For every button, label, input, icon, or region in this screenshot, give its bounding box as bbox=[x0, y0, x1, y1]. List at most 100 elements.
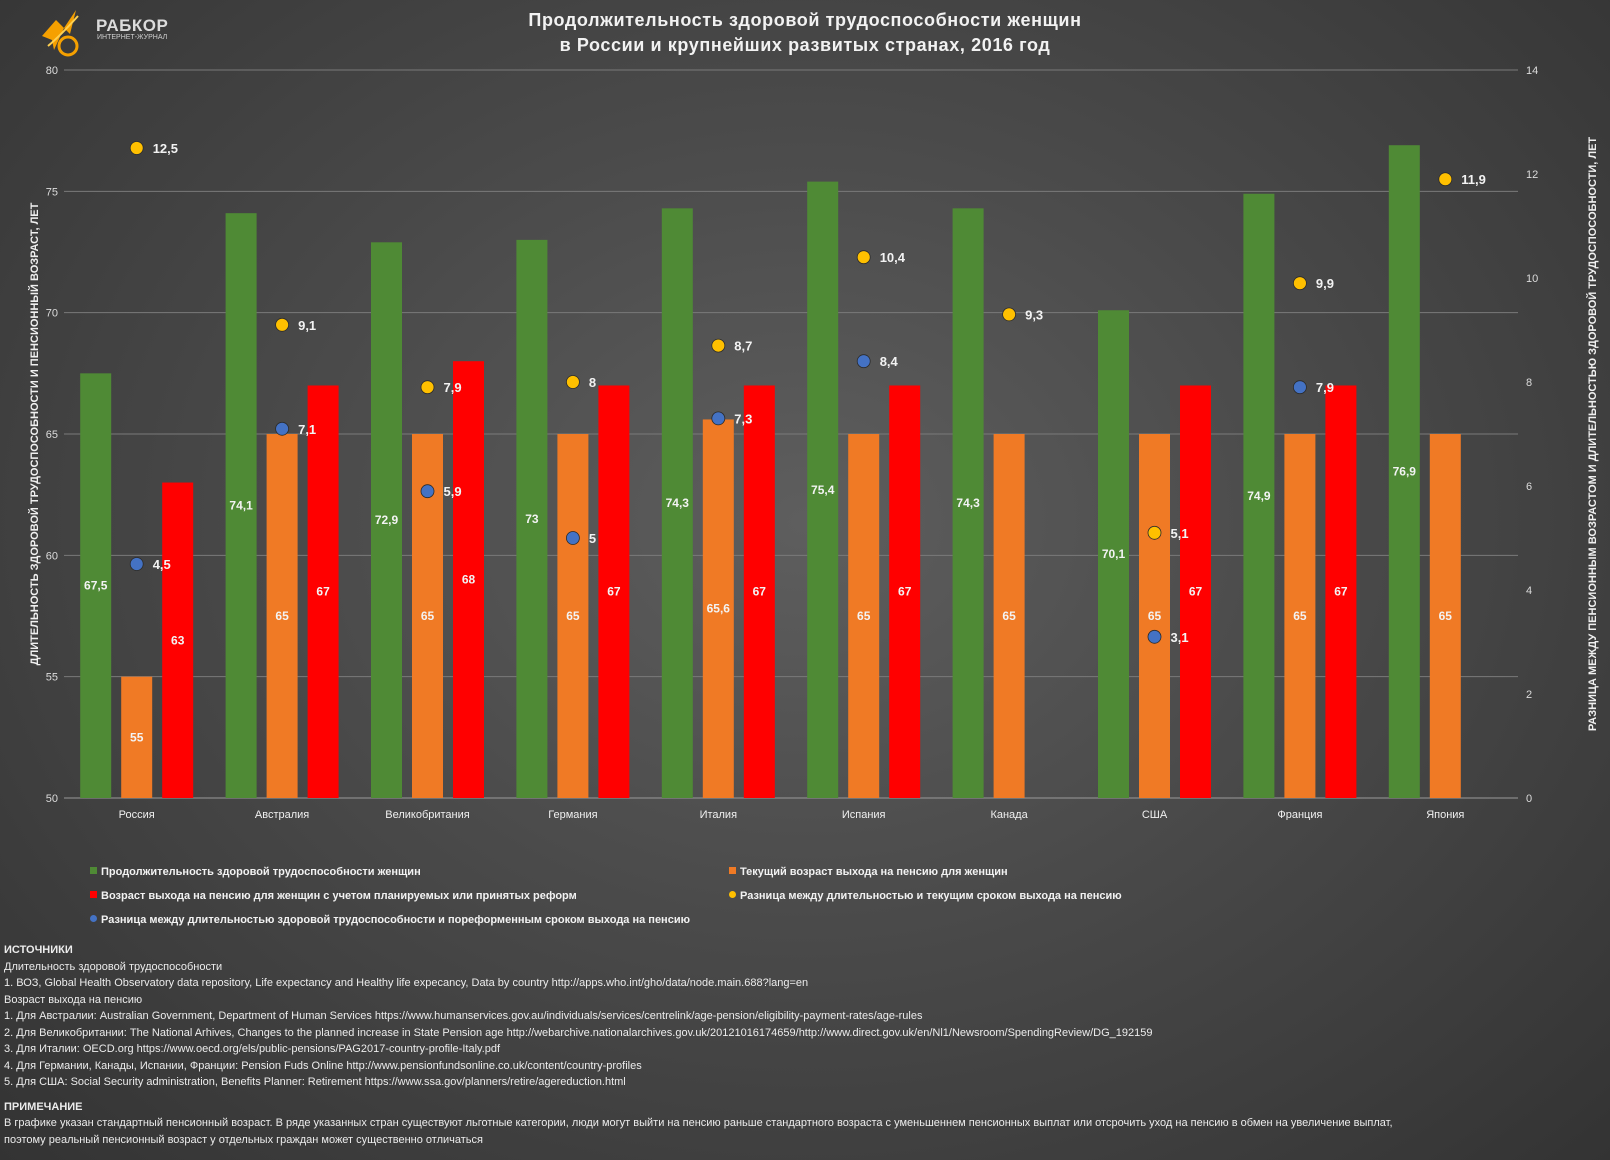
legend-marker-diff-reform bbox=[90, 915, 97, 922]
legend-item-diff-current: Разница между длительностью и текущим ср… bbox=[729, 890, 1122, 902]
bar-current-age-label: 65 bbox=[275, 609, 289, 623]
bar-health bbox=[80, 373, 112, 798]
legend-text-diff-reform: Разница между длительностью здоровой тру… bbox=[101, 914, 690, 926]
x-category-label: Австралия bbox=[255, 809, 309, 820]
dot-diff-current-label: 9,9 bbox=[1316, 276, 1334, 291]
bar-current-age bbox=[993, 434, 1025, 798]
dot-diff-current bbox=[566, 375, 580, 389]
bar-current-age bbox=[1139, 434, 1170, 798]
y-right-axis-label: РАЗНИЦА МЕЖДУ ПЕНСИОННЫМ ВОЗРАСТОМ И ДЛИ… bbox=[1586, 137, 1599, 732]
dot-diff-reform bbox=[1147, 629, 1162, 644]
legend-text-health: Продолжительность здоровой трудоспособно… bbox=[101, 866, 421, 878]
dot-diff-current-label: 9,1 bbox=[298, 318, 316, 333]
bar-health bbox=[516, 239, 548, 798]
dot-diff-current-label: 10,4 bbox=[880, 250, 906, 265]
legend-text-diff-current: Разница между длительностью и текущим ср… bbox=[740, 890, 1122, 902]
dot-diff-reform bbox=[420, 484, 435, 499]
x-category-label: Россия bbox=[119, 809, 155, 820]
sources: ИСТОЧНИКИ Длительность здоровой трудоспо… bbox=[4, 942, 1604, 1148]
y-right-tick-label: 14 bbox=[1526, 65, 1538, 77]
bar-current-age-label: 65 bbox=[1293, 609, 1307, 623]
y-right-tick-label: 12 bbox=[1526, 169, 1538, 181]
dot-diff-current bbox=[275, 317, 290, 332]
dot-diff-current-label: 12,5 bbox=[153, 141, 178, 156]
dot-diff-current-label: 8 bbox=[589, 375, 596, 390]
bar-health bbox=[661, 208, 693, 798]
dot-diff-reform-label: 7,1 bbox=[298, 422, 316, 437]
legend-marker-current-age bbox=[729, 867, 736, 874]
bar-health-label: 74,9 bbox=[1247, 489, 1271, 503]
legend-item-current-age: Текущий возраст выхода на пенсию для жен… bbox=[729, 866, 1008, 878]
dot-diff-reform-label: 3,1 bbox=[1171, 630, 1189, 645]
bar-current-age bbox=[848, 434, 880, 798]
y-right-tick-label: 2 bbox=[1526, 689, 1532, 701]
y-left-tick-label: 65 bbox=[46, 429, 58, 441]
y-left-tick-label: 60 bbox=[46, 550, 58, 562]
bar-current-age bbox=[121, 676, 153, 798]
x-category-label: Испания bbox=[842, 809, 886, 820]
sources-pension-item: 4. Для Германии, Канады, Испании, Франци… bbox=[4, 1059, 642, 1072]
bar-reform-age bbox=[1180, 385, 1211, 798]
x-category-label: США bbox=[1142, 809, 1168, 820]
bar-reform-age-label: 67 bbox=[1334, 585, 1348, 599]
dot-diff-reform-label: 8,4 bbox=[880, 354, 899, 369]
dot-diff-current-label: 9,3 bbox=[1025, 307, 1043, 322]
bar-health bbox=[371, 242, 402, 798]
bar-health-label: 76,9 bbox=[1393, 465, 1417, 479]
bar-current-age-label: 65 bbox=[1002, 609, 1016, 623]
legend-text-current-age: Текущий возраст выхода на пенсию для жен… bbox=[740, 866, 1008, 878]
y-left-tick-label: 70 bbox=[46, 308, 58, 320]
bar-reform-age-label: 67 bbox=[898, 585, 912, 599]
x-category-label: Япония bbox=[1426, 809, 1464, 820]
y-left-tick-label: 75 bbox=[46, 186, 58, 198]
dot-diff-current bbox=[1002, 307, 1016, 322]
x-category-label: Германия bbox=[548, 809, 597, 820]
y-right-tick-label: 10 bbox=[1526, 273, 1538, 285]
dot-diff-reform bbox=[566, 531, 580, 545]
bar-current-age bbox=[557, 434, 589, 798]
sources-heading: ИСТОЧНИКИ bbox=[4, 944, 73, 956]
bar-health-label: 67,5 bbox=[84, 579, 108, 593]
dot-diff-current bbox=[711, 338, 726, 353]
bar-reform-age bbox=[889, 385, 921, 798]
legend-marker-reform-age bbox=[90, 891, 97, 898]
bar-reform-age-label: 67 bbox=[1189, 585, 1203, 599]
bar-current-age bbox=[1429, 434, 1461, 798]
note-line: В графике указан стандартный пенсионный … bbox=[4, 1117, 1393, 1129]
bar-health-label: 74,3 bbox=[956, 496, 980, 510]
dot-diff-reform bbox=[1293, 380, 1307, 395]
y-right-tick-label: 6 bbox=[1526, 481, 1532, 493]
bar-reform-age bbox=[162, 482, 194, 798]
bar-reform-age-label: 67 bbox=[316, 585, 330, 599]
dot-diff-current bbox=[420, 380, 435, 395]
x-category-label: Франция bbox=[1277, 809, 1322, 820]
dot-diff-reform-label: 5,9 bbox=[444, 484, 462, 499]
bar-reform-age-label: 67 bbox=[753, 585, 767, 599]
logo-name: РАБКОР bbox=[96, 16, 169, 35]
y-right-tick-label: 0 bbox=[1526, 793, 1532, 805]
bar-health bbox=[225, 213, 257, 798]
bar-reform-age bbox=[307, 385, 339, 798]
bar-current-age bbox=[266, 434, 298, 798]
sources-pension-item: 1. Для Австралии: Australian Government,… bbox=[4, 1010, 923, 1022]
sources-health-item: 1. ВОЗ, Global Health Observatory data r… bbox=[4, 977, 809, 989]
bar-health-label: 75,4 bbox=[811, 483, 835, 497]
bar-health-label: 73 bbox=[525, 512, 539, 526]
bar-reform-age-label: 67 bbox=[607, 585, 621, 599]
dot-diff-reform-label: 4,5 bbox=[153, 557, 171, 572]
bar-current-age-label: 65 bbox=[1148, 609, 1162, 623]
bar-health-label: 74,1 bbox=[229, 499, 253, 513]
note-line: поэтому реальный пенсионный возраст у от… bbox=[4, 1133, 483, 1146]
dot-diff-current bbox=[1293, 276, 1307, 291]
dot-diff-reform bbox=[129, 557, 144, 571]
legend-item-diff-reform: Разница между длительностью здоровой тру… bbox=[90, 914, 690, 926]
bar-health bbox=[1388, 145, 1420, 798]
y-left-tick-label: 50 bbox=[46, 793, 58, 805]
bar-current-age-label: 65 bbox=[566, 609, 580, 623]
chart-title-line-1: Продолжительность здоровой трудоспособно… bbox=[528, 10, 1082, 30]
y-left-tick-label: 55 bbox=[46, 672, 58, 684]
bar-health bbox=[1098, 310, 1129, 798]
y-left-tick-label: 80 bbox=[46, 65, 58, 77]
lightning-logo-icon bbox=[42, 10, 79, 57]
